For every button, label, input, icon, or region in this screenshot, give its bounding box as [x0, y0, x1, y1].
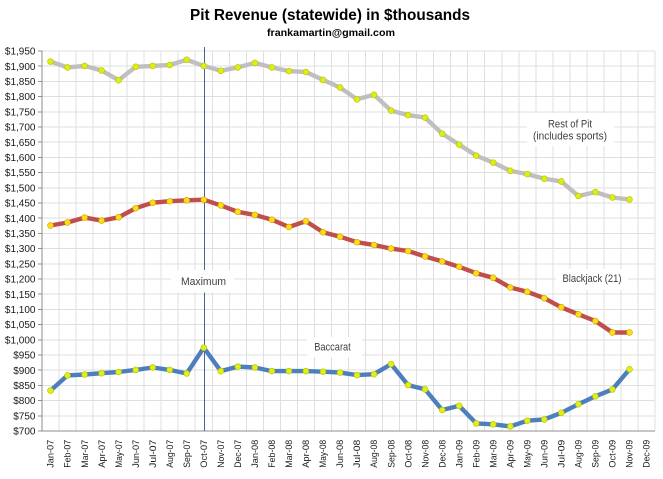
- svg-text:Nov-08: Nov-08: [420, 440, 431, 468]
- svg-text:May-08: May-08: [318, 440, 329, 468]
- svg-text:Apr-07: Apr-07: [97, 440, 108, 468]
- svg-text:Feb-07: Feb-07: [63, 440, 74, 468]
- svg-text:Sep-09: Sep-09: [591, 440, 602, 468]
- svg-text:$700: $700: [13, 427, 36, 438]
- svg-text:$1,850: $1,850: [5, 77, 36, 88]
- svg-text:$1,300: $1,300: [5, 244, 36, 255]
- svg-text:Apr-08: Apr-08: [301, 440, 312, 468]
- svg-text:Blackjack (21): Blackjack (21): [563, 273, 622, 285]
- svg-text:Nov-09: Nov-09: [625, 440, 636, 468]
- svg-text:Jul-08: Jul-08: [352, 440, 363, 468]
- svg-text:Aug-08: Aug-08: [369, 440, 380, 468]
- svg-text:Jul-07: Jul-07: [148, 440, 159, 468]
- svg-text:Sep-07: Sep-07: [182, 440, 193, 468]
- svg-text:$1,900: $1,900: [5, 62, 36, 73]
- svg-text:Feb-08: Feb-08: [267, 440, 278, 468]
- svg-text:$1,250: $1,250: [5, 259, 36, 270]
- svg-text:Apr-09: Apr-09: [506, 440, 517, 468]
- svg-text:$1,400: $1,400: [5, 214, 36, 225]
- svg-text:$1,700: $1,700: [5, 123, 36, 134]
- svg-text:$1,600: $1,600: [5, 153, 36, 164]
- svg-text:Oct-09: Oct-09: [608, 440, 619, 468]
- svg-text:$1,200: $1,200: [5, 275, 36, 286]
- svg-text:Oct-08: Oct-08: [403, 440, 414, 468]
- svg-text:Mar-07: Mar-07: [80, 440, 91, 468]
- svg-text:Jan-07: Jan-07: [46, 440, 57, 468]
- svg-text:$900: $900: [13, 366, 36, 377]
- svg-text:$1,100: $1,100: [5, 305, 36, 316]
- svg-text:$1,950: $1,950: [5, 47, 36, 58]
- svg-text:frankamartin@gmail.com: frankamartin@gmail.com: [267, 27, 395, 39]
- svg-text:Jan-09: Jan-09: [454, 440, 465, 468]
- svg-text:$1,450: $1,450: [5, 199, 36, 210]
- svg-text:Maximum: Maximum: [181, 276, 226, 288]
- svg-text:(includes sports): (includes sports): [533, 131, 607, 143]
- svg-text:$1,750: $1,750: [5, 107, 36, 118]
- svg-text:Oct-07: Oct-07: [199, 440, 210, 468]
- svg-text:Dec-07: Dec-07: [233, 440, 244, 468]
- svg-text:Baccarat: Baccarat: [314, 342, 351, 354]
- svg-text:Jun-07: Jun-07: [131, 440, 142, 468]
- svg-text:$1,800: $1,800: [5, 92, 36, 103]
- svg-text:$750: $750: [13, 411, 36, 422]
- svg-text:Jun-09: Jun-09: [540, 440, 551, 468]
- svg-text:Jan-08: Jan-08: [250, 440, 261, 468]
- svg-text:$1,000: $1,000: [5, 335, 36, 346]
- svg-text:Mar-09: Mar-09: [488, 440, 499, 468]
- svg-text:May-07: May-07: [114, 440, 125, 468]
- svg-text:Sep-08: Sep-08: [386, 440, 397, 468]
- svg-text:Mar-08: Mar-08: [284, 440, 295, 468]
- svg-text:Nov-07: Nov-07: [216, 440, 227, 468]
- svg-text:$1,650: $1,650: [5, 138, 36, 149]
- svg-text:Jun-08: Jun-08: [335, 440, 346, 468]
- svg-text:$1,050: $1,050: [5, 320, 36, 331]
- svg-text:$850: $850: [13, 381, 36, 392]
- svg-text:$1,500: $1,500: [5, 183, 36, 194]
- svg-text:Pit Revenue (statewide) in $th: Pit Revenue (statewide) in $thousands: [190, 7, 470, 24]
- svg-text:Aug-09: Aug-09: [574, 440, 585, 468]
- svg-text:$1,150: $1,150: [5, 290, 36, 301]
- svg-text:Rest of Pit: Rest of Pit: [548, 119, 592, 131]
- svg-text:Dec-09: Dec-09: [642, 440, 653, 468]
- svg-text:Dec-08: Dec-08: [437, 440, 448, 468]
- svg-text:May-09: May-09: [523, 440, 534, 468]
- svg-text:$1,550: $1,550: [5, 168, 36, 179]
- svg-text:$1,350: $1,350: [5, 229, 36, 240]
- svg-text:Aug-07: Aug-07: [165, 440, 176, 468]
- svg-text:$950: $950: [13, 351, 36, 362]
- svg-text:Feb-09: Feb-09: [471, 440, 482, 468]
- svg-text:Jul-09: Jul-09: [557, 440, 568, 468]
- svg-text:$800: $800: [13, 396, 36, 407]
